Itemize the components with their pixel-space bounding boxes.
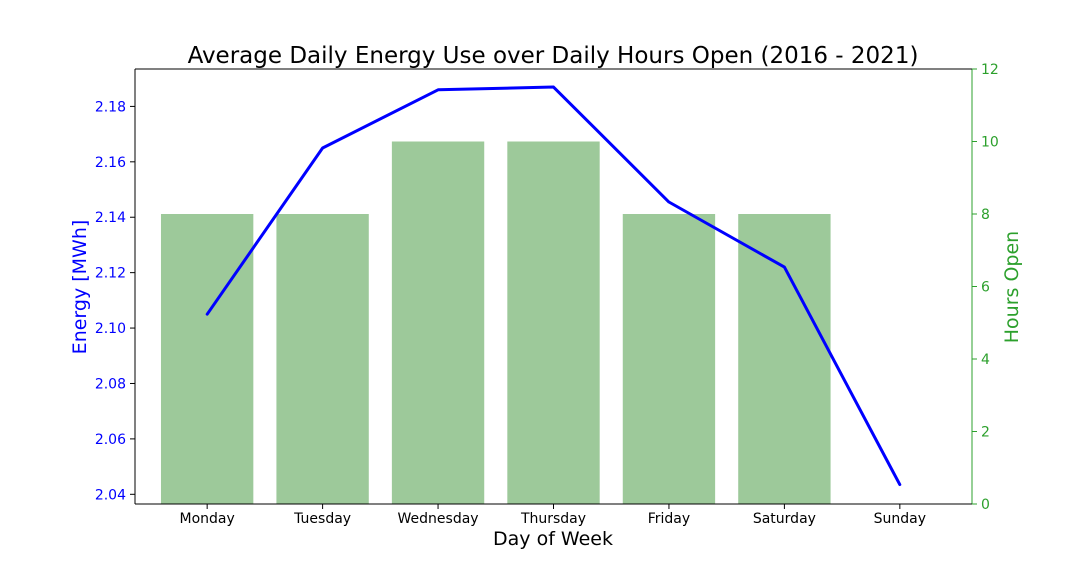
x-tick-label: Sunday — [874, 511, 926, 527]
left-tick-label: 2.16 — [95, 155, 126, 171]
right-axis-label: Hours Open — [1001, 231, 1023, 343]
bar-wednesday — [391, 141, 485, 504]
bar-tuesday — [276, 214, 369, 504]
bars-group — [160, 141, 831, 504]
x-tick-label: Thursday — [520, 511, 586, 527]
left-tick-label: 2.12 — [95, 266, 126, 282]
left-tick-label: 2.10 — [95, 321, 126, 337]
x-axis-label: Day of Week — [493, 528, 613, 550]
left-tick-label: 2.08 — [95, 376, 126, 392]
bar-friday — [622, 214, 716, 504]
bar-saturday — [738, 214, 831, 504]
left-tick-label: 2.14 — [95, 210, 126, 226]
line-group — [205, 85, 902, 487]
right-tick-label: 12 — [981, 62, 999, 78]
left-tick-label: 2.18 — [95, 99, 126, 115]
right-tick-label: 4 — [981, 352, 990, 368]
chart-title: Average Daily Energy Use over Daily Hour… — [188, 43, 919, 69]
right-tick-label: 2 — [981, 425, 990, 441]
x-tick-label: Friday — [648, 511, 690, 527]
bar-thursday — [507, 141, 600, 504]
x-tick-label: Saturday — [753, 511, 816, 527]
x-tick-label: Tuesday — [293, 511, 351, 527]
bar-monday — [160, 214, 254, 504]
left-ticks-group: 2.04 2.06 2.08 2.10 2.12 2.14 2.16 2.18 — [95, 99, 135, 503]
x-tick-label: Monday — [180, 511, 235, 527]
right-tick-label: 8 — [981, 207, 990, 223]
right-ticks-group: 0 2 4 6 8 10 12 — [972, 62, 999, 513]
right-tick-label: 6 — [981, 280, 990, 296]
x-ticks-group: Monday Tuesday Wednesday Thursday Friday Satu… — [180, 504, 926, 527]
left-tick-label: 2.04 — [95, 487, 126, 503]
left-tick-label: 2.06 — [95, 432, 126, 448]
x-tick-label: Wednesday — [398, 511, 479, 527]
right-tick-label: 10 — [981, 135, 999, 151]
left-axis-label: Energy [MWh] — [69, 220, 91, 355]
right-tick-label: 0 — [981, 497, 990, 513]
